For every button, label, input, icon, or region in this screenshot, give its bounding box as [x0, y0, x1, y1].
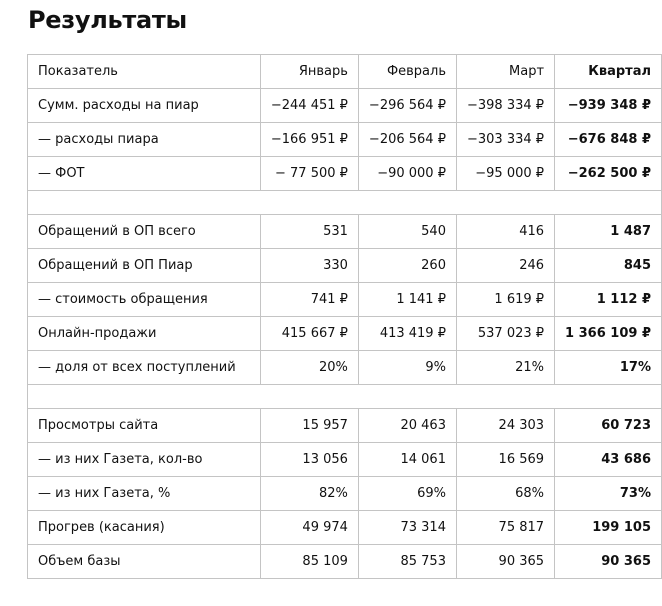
table-row: Объем базы 85 109 85 753 90 365 90 365	[27, 544, 662, 579]
cell-march: 21%	[455, 350, 556, 385]
table-row: — расходы пиара −166 951 ₽ −206 564 ₽ −303 …	[27, 122, 662, 157]
row-label: Обращений в ОП Пиар	[27, 248, 261, 283]
cell-march: 68%	[455, 476, 556, 511]
cell-march: 75 817	[455, 510, 556, 545]
cell-march: 537 023 ₽	[455, 316, 556, 351]
cell-january: −244 451 ₽	[259, 88, 359, 123]
row-label: — из них Газета, %	[27, 476, 261, 511]
cell-february: 260	[357, 248, 457, 283]
cell-march: 1 619 ₽	[455, 282, 556, 317]
cell-february: Февраль	[357, 54, 457, 89]
cell-quarter: 199 105	[554, 510, 662, 545]
table-row: Обращений в ОП Пиар 330 260 246 845	[27, 248, 662, 283]
cell-january: 49 974	[259, 510, 359, 545]
table-row: Прогрев (касания) 49 974 73 314 75 817 199 1…	[27, 510, 662, 545]
cell-february: 413 419 ₽	[357, 316, 457, 351]
cell-february: 9%	[357, 350, 457, 385]
table-row: Сумм. расходы на пиар −244 451 ₽ −296 564 …	[27, 88, 662, 123]
results-table: Показатель Январь Февраль Март Квартал Сумм. …	[27, 54, 662, 579]
row-label: Показатель	[27, 54, 261, 89]
cell-january: − 77 500 ₽	[259, 156, 359, 191]
row-label: Онлайн-продажи	[27, 316, 261, 351]
table-row: Просмотры сайта 15 957 20 463 24 303 60 723	[27, 408, 662, 443]
cell-march: 90 365	[455, 544, 556, 579]
spacer-row	[27, 190, 662, 215]
row-label: — из них Газета, кол-во	[27, 442, 261, 477]
row-label: Сумм. расходы на пиар	[27, 88, 261, 123]
cell-march: 416	[455, 214, 556, 249]
spacer-row	[27, 384, 662, 409]
spacer-cell	[27, 384, 662, 409]
row-label: Просмотры сайта	[27, 408, 261, 443]
cell-quarter: 90 365	[554, 544, 662, 579]
cell-quarter: 1 487	[554, 214, 662, 249]
cell-quarter: −262 500 ₽	[554, 156, 662, 191]
page-title: Результаты	[28, 6, 187, 34]
cell-march: 246	[455, 248, 556, 283]
cell-quarter: Квартал	[554, 54, 662, 89]
cell-january: 82%	[259, 476, 359, 511]
cell-january: −166 951 ₽	[259, 122, 359, 157]
row-label: — расходы пиара	[27, 122, 261, 157]
cell-january: 85 109	[259, 544, 359, 579]
cell-march: −95 000 ₽	[455, 156, 556, 191]
row-label: Прогрев (касания)	[27, 510, 261, 545]
row-label: Обращений в ОП всего	[27, 214, 261, 249]
cell-february: 85 753	[357, 544, 457, 579]
row-label: — доля от всех поступлений	[27, 350, 261, 385]
cell-january: 13 056	[259, 442, 359, 477]
cell-quarter: −676 848 ₽	[554, 122, 662, 157]
cell-quarter: 845	[554, 248, 662, 283]
cell-quarter: 17%	[554, 350, 662, 385]
cell-january: 741 ₽	[259, 282, 359, 317]
header-row: Показатель Январь Февраль Март Квартал	[27, 54, 662, 89]
cell-january: Январь	[259, 54, 359, 89]
cell-quarter: 1 366 109 ₽	[554, 316, 662, 351]
table-row: — из них Газета, % 82% 69% 68% 73%	[27, 476, 662, 511]
cell-february: 69%	[357, 476, 457, 511]
cell-march: 16 569	[455, 442, 556, 477]
cell-january: 330	[259, 248, 359, 283]
cell-march: −398 334 ₽	[455, 88, 556, 123]
cell-march: 24 303	[455, 408, 556, 443]
table-row: — доля от всех поступлений 20% 9% 21% 17%	[27, 350, 662, 385]
cell-february: −90 000 ₽	[357, 156, 457, 191]
cell-february: −206 564 ₽	[357, 122, 457, 157]
cell-february: 540	[357, 214, 457, 249]
table-row: Онлайн-продажи 415 667 ₽413 419 ₽537 023 …	[27, 316, 662, 351]
table-row: — ФОТ − 77 500 ₽ −90 000 ₽ −95 000 ₽ −262 50…	[27, 156, 662, 191]
cell-quarter: 73%	[554, 476, 662, 511]
table-row: — стоимость обращения 741 ₽1 141 ₽1 619 ₽…	[27, 282, 662, 317]
cell-february: 20 463	[357, 408, 457, 443]
cell-march: Март	[455, 54, 556, 89]
cell-january: 20%	[259, 350, 359, 385]
cell-february: 14 061	[357, 442, 457, 477]
cell-january: 531	[259, 214, 359, 249]
cell-january: 415 667 ₽	[259, 316, 359, 351]
cell-quarter: 43 686	[554, 442, 662, 477]
cell-march: −303 334 ₽	[455, 122, 556, 157]
row-label: Объем базы	[27, 544, 261, 579]
row-label: — ФОТ	[27, 156, 261, 191]
cell-february: 73 314	[357, 510, 457, 545]
table-row: Обращений в ОП всего 531 540 416 1 487	[27, 214, 662, 249]
cell-quarter: −939 348 ₽	[554, 88, 662, 123]
cell-february: −296 564 ₽	[357, 88, 457, 123]
table-row: — из них Газета, кол-во 13 056 14 061 16 56…	[27, 442, 662, 477]
row-label: — стоимость обращения	[27, 282, 261, 317]
spacer-cell	[27, 190, 662, 215]
cell-february: 1 141 ₽	[357, 282, 457, 317]
cell-january: 15 957	[259, 408, 359, 443]
cell-quarter: 1 112 ₽	[554, 282, 662, 317]
cell-quarter: 60 723	[554, 408, 662, 443]
